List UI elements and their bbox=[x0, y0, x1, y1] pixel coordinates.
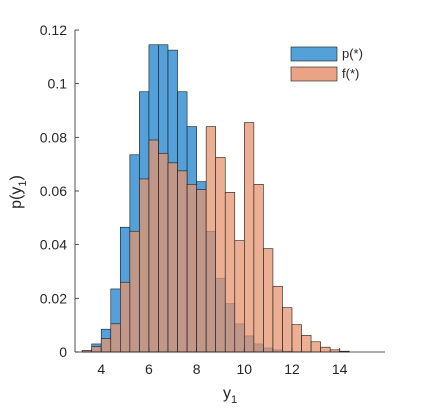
bar-1-10 bbox=[177, 170, 188, 353]
y-tick-label-4: 0.08 bbox=[40, 129, 67, 145]
bar-1-22 bbox=[291, 324, 302, 353]
bars-layer bbox=[81, 44, 350, 353]
bar-1-3 bbox=[110, 323, 121, 353]
bar-1-5 bbox=[129, 230, 140, 353]
bar-1-8 bbox=[158, 153, 169, 353]
x-tick-label-2: 8 bbox=[193, 361, 201, 377]
bar-1-24 bbox=[310, 341, 321, 353]
bar-1-23 bbox=[301, 335, 312, 353]
bar-1-6 bbox=[139, 178, 150, 353]
bar-1-2 bbox=[100, 338, 112, 353]
y-tick-label-0: 0 bbox=[59, 344, 67, 360]
y-tick-label-2: 0.04 bbox=[40, 237, 67, 253]
bar-1-14 bbox=[215, 157, 226, 353]
y-tick-label-5: 0.1 bbox=[48, 76, 68, 92]
x-tick-label-4: 12 bbox=[284, 361, 300, 377]
bar-1-20 bbox=[272, 285, 283, 353]
bar-1-9 bbox=[167, 162, 178, 353]
legend-swatch-f bbox=[290, 66, 338, 82]
bar-1-25 bbox=[320, 346, 331, 353]
x-tick-label-1: 6 bbox=[145, 361, 153, 377]
legend-label-p: p(*) bbox=[342, 46, 363, 61]
series-1 bbox=[81, 122, 350, 353]
x-tick-label-5: 14 bbox=[332, 361, 348, 377]
bar-1-4 bbox=[120, 281, 131, 353]
ticks-layer: 4 6 8 10 12 14 0 0.02 0.04 0.06 0.08 0.1 0.12 bbox=[40, 22, 348, 377]
y-tick-label-3: 0.06 bbox=[40, 183, 67, 199]
bar-1-16 bbox=[234, 240, 245, 353]
legend-label-f: f(*) bbox=[342, 66, 359, 81]
bar-1-18 bbox=[253, 183, 264, 353]
legend: p(*) f(*) bbox=[290, 46, 363, 82]
x-tick-label-0: 4 bbox=[97, 361, 105, 377]
y-axis-label: p(y1) bbox=[8, 175, 29, 209]
bar-1-12 bbox=[196, 189, 207, 353]
bar-1-17 bbox=[244, 122, 255, 353]
bar-1-19 bbox=[263, 248, 274, 353]
legend-swatch-p bbox=[290, 46, 338, 62]
y-tick-label-1: 0.02 bbox=[40, 290, 67, 306]
y-tick-label-6: 0.12 bbox=[40, 22, 67, 38]
x-tick-label-3: 10 bbox=[237, 361, 253, 377]
bar-1-1 bbox=[91, 346, 102, 353]
bar-1-15 bbox=[224, 192, 236, 353]
bar-1-7 bbox=[148, 139, 159, 353]
bar-1-11 bbox=[186, 183, 197, 353]
x-axis-label: y1 bbox=[223, 385, 237, 406]
bar-1-21 bbox=[282, 307, 293, 353]
bar-1-13 bbox=[205, 126, 216, 353]
